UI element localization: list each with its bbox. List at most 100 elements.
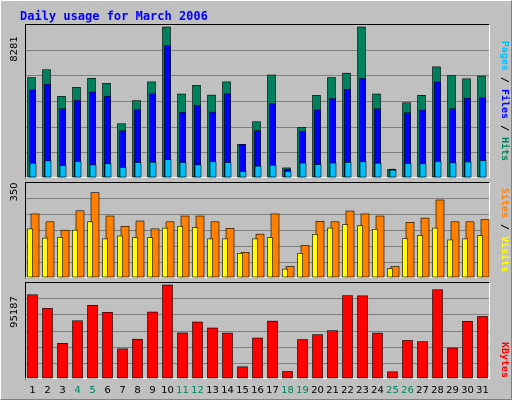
kbytes-bar-day-14	[222, 332, 233, 379]
kbytes-bar-day-25	[387, 371, 398, 379]
kbytes-bar-day-15	[237, 366, 248, 379]
kbytes-bar-day-29	[447, 347, 458, 379]
sites-bar-day-8	[132, 237, 138, 278]
x-tick-label-day-7: 7	[119, 385, 125, 396]
pages-bar-day-21	[329, 162, 337, 178]
pages-bar-day-26	[404, 163, 412, 178]
kbytes-bar-day-23	[357, 295, 368, 379]
x-tick-label-day-20: 20	[311, 385, 324, 396]
kbytes-bar-day-4	[72, 320, 83, 379]
kbytes-bar-day-22	[342, 295, 353, 379]
kbytes-bar-day-11	[177, 332, 188, 379]
legend-hits-files-pages: Pages / Files / Hits	[499, 41, 511, 161]
pages-bar-day-13	[209, 161, 217, 178]
kbytes-bar-day-28	[432, 289, 443, 379]
legend-hits-files-pages-separator: /	[499, 119, 510, 137]
kbytes-bar-day-9	[147, 311, 158, 379]
x-tick-label-day-26: 26	[401, 385, 414, 396]
kbytes-bar-day-21	[327, 330, 338, 379]
pages-bar-day-22	[344, 162, 352, 178]
legend-hits-files-pages-hits: Hits	[499, 137, 511, 161]
legend-sites-visits-sites: Sites	[499, 188, 511, 218]
x-tick-label-day-25: 25	[386, 385, 399, 396]
legend-kbytes: KBytes	[499, 342, 510, 378]
x-tick-label-day-12: 12	[191, 385, 204, 396]
pages-bar-day-28	[434, 161, 442, 178]
panel-2-ymax-label: 350	[9, 182, 20, 201]
x-tick-label-day-6: 6	[104, 385, 110, 396]
x-tick-label-day-5: 5	[89, 385, 95, 396]
x-tick-label-day-8: 8	[134, 385, 140, 396]
sites-bar-day-17	[267, 237, 273, 278]
pages-bar-day-17	[269, 164, 277, 178]
sites-bar-day-29	[447, 239, 453, 278]
pages-bar-day-14	[224, 162, 232, 178]
panel-3-border-top	[25, 282, 490, 380]
sites-bar-day-18	[282, 268, 288, 278]
pages-bar-day-19	[299, 162, 307, 178]
x-tick-label-day-22: 22	[341, 385, 354, 396]
legend-sites-visits-separator: /	[499, 218, 510, 236]
x-tick-label-day-1: 1	[29, 385, 35, 396]
pages-bar-day-4	[74, 161, 82, 178]
x-tick-label-day-18: 18	[281, 385, 294, 396]
kbytes-bar-day-13	[207, 327, 218, 379]
sites-bar-day-11	[177, 225, 183, 278]
sites-bar-day-19	[297, 253, 303, 278]
pages-bar-day-29	[449, 162, 457, 178]
sites-bar-day-31	[477, 235, 483, 278]
x-tick-label-day-13: 13	[206, 385, 219, 396]
kbytes-bar-day-27	[417, 341, 428, 379]
x-tick-label-day-9: 9	[149, 385, 155, 396]
kbytes-bar-day-17	[267, 320, 278, 379]
kbytes-bar-day-20	[312, 334, 323, 379]
sites-bar-day-1	[27, 228, 33, 278]
sites-bar-day-16	[252, 238, 258, 278]
legend-kbytes-kbytes: KBytes	[499, 342, 510, 378]
pages-bar-day-11	[179, 162, 187, 178]
pages-bar-day-2	[44, 160, 52, 178]
kbytes-bar-day-12	[192, 321, 203, 379]
x-tick-label-day-17: 17	[266, 385, 279, 396]
kbytes-bar-day-30	[462, 320, 473, 379]
panel-3-ymax-label: 95187	[9, 296, 20, 328]
x-tick-label-day-3: 3	[59, 385, 65, 396]
chart-title: Daily usage for March 2006	[20, 9, 208, 23]
sites-bar-day-7	[117, 235, 123, 278]
sites-bar-day-27	[417, 235, 423, 278]
x-tick-label-day-11: 11	[176, 385, 189, 396]
kbytes-bar-day-19	[297, 339, 308, 379]
pages-bar-day-5	[89, 164, 97, 178]
pages-bar-day-18	[284, 171, 292, 178]
legend-hits-files-pages-separator: /	[499, 71, 510, 89]
x-tick-label-day-29: 29	[446, 385, 459, 396]
x-tick-label-day-31: 31	[476, 385, 489, 396]
kbytes-bar-day-31	[477, 316, 488, 379]
pages-bar-day-30	[464, 161, 472, 178]
pages-bar-day-25	[389, 169, 397, 178]
sites-bar-day-5	[87, 221, 93, 278]
pages-bar-day-12	[194, 164, 202, 178]
sites-bar-day-25	[387, 268, 393, 278]
kbytes-bar-day-24	[372, 332, 383, 379]
sites-bar-day-30	[462, 238, 468, 278]
kbytes-bar-day-2	[42, 308, 53, 379]
pages-bar-day-7	[119, 167, 127, 178]
pages-bar-day-16	[254, 165, 262, 178]
files-bar-day-10	[164, 45, 171, 178]
legend-sites-visits: Sites / Visits	[499, 188, 511, 272]
kbytes-bar-day-16	[252, 337, 263, 379]
pages-bar-day-27	[419, 163, 427, 178]
sites-bar-day-26	[402, 238, 408, 278]
sites-bar-day-12	[192, 227, 198, 278]
x-tick-label-day-19: 19	[296, 385, 309, 396]
panel-2-border-bottom	[25, 182, 490, 278]
pages-bar-day-15	[239, 171, 247, 178]
legend-hits-files-pages-pages: Pages	[499, 41, 510, 71]
kbytes-bar-day-3	[57, 343, 68, 379]
kbytes-bar-day-10	[162, 284, 173, 379]
legend-hits-files-pages-files: Files	[499, 89, 511, 119]
pages-bar-day-9	[149, 162, 157, 178]
x-tick-label-day-4: 4	[74, 385, 80, 396]
